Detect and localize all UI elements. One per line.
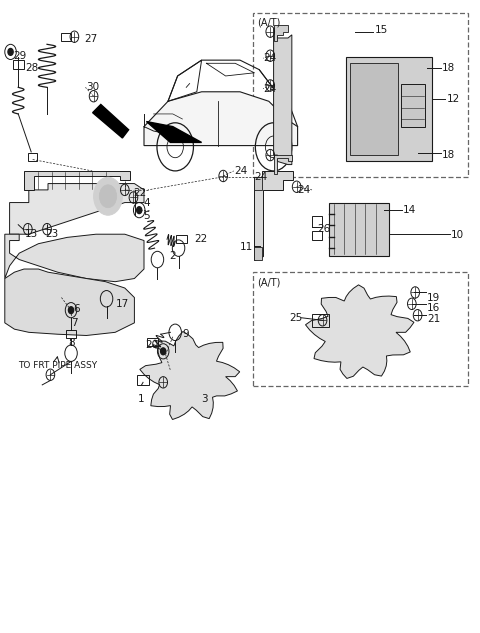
Polygon shape bbox=[305, 285, 414, 379]
Text: 13: 13 bbox=[25, 229, 38, 239]
Text: 2: 2 bbox=[169, 251, 176, 261]
Bar bbox=[147, 338, 158, 346]
Text: 16: 16 bbox=[427, 303, 441, 313]
Text: 22: 22 bbox=[133, 188, 147, 198]
Polygon shape bbox=[140, 332, 240, 420]
Text: 27: 27 bbox=[84, 34, 97, 44]
Bar bbox=[401, 84, 425, 127]
Text: 14: 14 bbox=[403, 205, 417, 215]
Bar bbox=[346, 57, 432, 161]
Circle shape bbox=[69, 307, 73, 313]
Polygon shape bbox=[5, 269, 134, 335]
Polygon shape bbox=[254, 171, 293, 260]
Text: 18: 18 bbox=[442, 63, 455, 73]
Circle shape bbox=[161, 348, 166, 354]
Text: 24: 24 bbox=[254, 172, 268, 182]
Polygon shape bbox=[274, 155, 292, 174]
Text: 3: 3 bbox=[202, 394, 208, 404]
Text: 24: 24 bbox=[234, 166, 248, 176]
Text: 21: 21 bbox=[427, 314, 441, 324]
Text: 10: 10 bbox=[451, 230, 464, 241]
Text: 6: 6 bbox=[73, 304, 80, 314]
Bar bbox=[253, 272, 468, 386]
Text: 28: 28 bbox=[25, 63, 38, 73]
Bar bbox=[137, 375, 149, 384]
Polygon shape bbox=[5, 234, 144, 282]
Circle shape bbox=[94, 177, 122, 215]
Polygon shape bbox=[10, 184, 144, 234]
Bar bbox=[13, 60, 24, 68]
Bar bbox=[350, 63, 398, 155]
Text: 29: 29 bbox=[13, 51, 27, 61]
Polygon shape bbox=[254, 247, 262, 260]
Text: 22: 22 bbox=[194, 234, 208, 244]
Text: 4: 4 bbox=[143, 197, 150, 208]
Text: 24: 24 bbox=[263, 84, 276, 94]
Polygon shape bbox=[274, 25, 288, 41]
Text: 15: 15 bbox=[374, 25, 388, 35]
Text: 11: 11 bbox=[240, 242, 253, 252]
Circle shape bbox=[8, 49, 13, 55]
Polygon shape bbox=[274, 28, 292, 165]
Text: 24: 24 bbox=[298, 185, 311, 195]
Text: 30: 30 bbox=[86, 82, 99, 92]
Bar bbox=[66, 330, 76, 338]
Text: (A/T): (A/T) bbox=[257, 18, 280, 28]
Text: 17: 17 bbox=[116, 299, 130, 309]
Text: 1: 1 bbox=[138, 394, 145, 404]
Text: TO FRT PIPE ASSY: TO FRT PIPE ASSY bbox=[18, 361, 97, 370]
Circle shape bbox=[137, 207, 142, 213]
Text: (A/T): (A/T) bbox=[257, 277, 280, 287]
Polygon shape bbox=[146, 122, 202, 142]
Bar bbox=[28, 153, 37, 161]
Text: 9: 9 bbox=[182, 329, 189, 339]
Text: 26: 26 bbox=[317, 224, 330, 234]
Bar bbox=[329, 203, 389, 256]
Text: 7: 7 bbox=[71, 318, 78, 328]
Bar bbox=[312, 231, 322, 240]
Bar bbox=[176, 235, 187, 243]
Text: 12: 12 bbox=[446, 94, 460, 104]
Bar bbox=[61, 32, 71, 41]
Polygon shape bbox=[254, 177, 262, 190]
Text: 20: 20 bbox=[145, 340, 158, 350]
Circle shape bbox=[99, 185, 117, 208]
Polygon shape bbox=[24, 171, 130, 190]
Bar bbox=[312, 216, 322, 227]
Bar bbox=[312, 314, 329, 327]
Text: 19: 19 bbox=[427, 292, 441, 303]
Text: 25: 25 bbox=[289, 313, 302, 323]
Bar bbox=[253, 13, 468, 177]
Polygon shape bbox=[93, 104, 129, 138]
Text: 24: 24 bbox=[263, 53, 276, 63]
Text: 18: 18 bbox=[442, 150, 455, 160]
Text: 23: 23 bbox=[46, 229, 59, 239]
Text: 5: 5 bbox=[143, 211, 150, 222]
Polygon shape bbox=[144, 92, 298, 146]
Text: 8: 8 bbox=[68, 338, 75, 348]
